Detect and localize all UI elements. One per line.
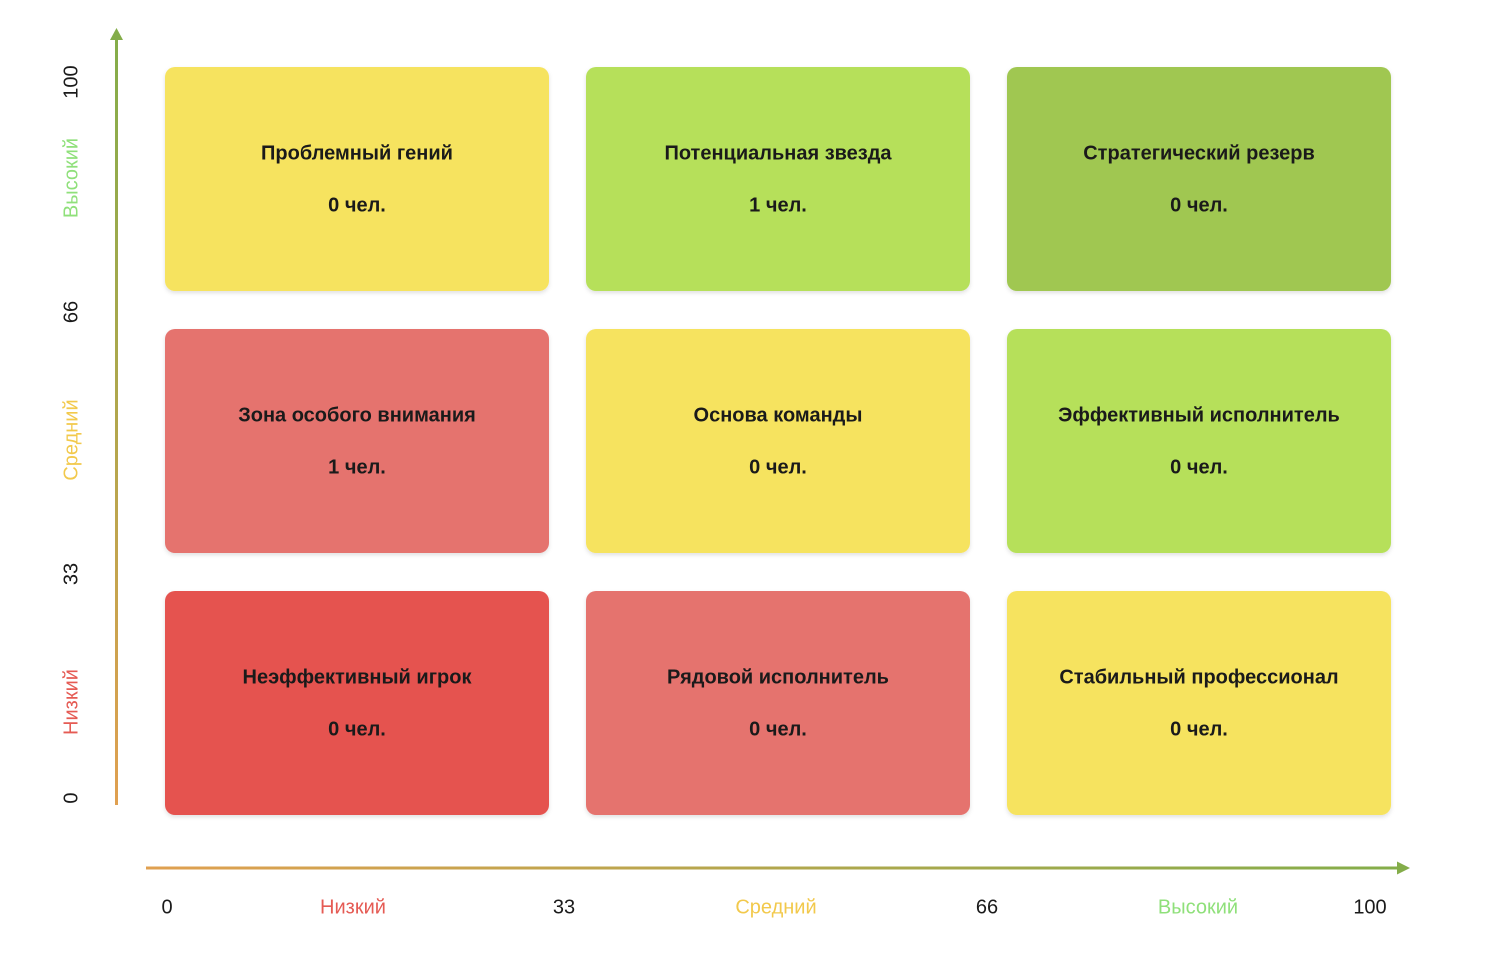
y-tick-label: 33: [60, 563, 82, 585]
cell-count: 1 чел.: [749, 194, 807, 216]
x-level-label: Низкий: [320, 896, 386, 918]
x-tick-label: 0: [161, 896, 172, 918]
cell-count: 0 чел.: [1170, 456, 1228, 478]
cell-title: Стратегический резерв: [1083, 142, 1315, 164]
cell-title: Зона особого внимания: [238, 404, 476, 426]
matrix-cell: [586, 329, 970, 553]
cell-count: 0 чел.: [328, 718, 386, 740]
x-tick-label: 100: [1353, 896, 1386, 918]
x-axis-line: [146, 866, 1398, 870]
matrix-cell: [165, 591, 549, 815]
x-tick-label: 33: [553, 896, 575, 918]
cell-title: Основа команды: [694, 404, 863, 426]
cell-count: 1 чел.: [328, 456, 386, 478]
cell-title: Стабильный профессионал: [1059, 666, 1338, 688]
matrix-cell: [165, 329, 549, 553]
cell-title: Потенциальная звезда: [664, 142, 892, 164]
matrix-cell: [1007, 591, 1391, 815]
y-level-label: Низкий: [60, 669, 82, 735]
x-tick-label: 66: [976, 896, 998, 918]
cell-count: 0 чел.: [328, 194, 386, 216]
cell-title: Эффективный исполнитель: [1058, 404, 1340, 426]
cell-count: 0 чел.: [749, 456, 807, 478]
x-axis-arrow: [1397, 861, 1410, 875]
x-level-label: Высокий: [1158, 896, 1238, 918]
y-level-label: Средний: [60, 399, 82, 480]
y-axis-arrow: [110, 28, 123, 40]
y-axis-line: [115, 38, 118, 805]
cell-title: Неэффективный игрок: [243, 666, 473, 688]
matrix-cell: [586, 591, 970, 815]
matrix-cell: [1007, 329, 1391, 553]
y-tick-label: 100: [60, 65, 82, 98]
y-tick-label: 66: [60, 301, 82, 323]
cell-title: Проблемный гений: [261, 142, 453, 164]
matrix-cell: [165, 67, 549, 291]
y-tick-label: 0: [60, 792, 82, 803]
matrix-cell: [586, 67, 970, 291]
matrix-cell: [1007, 67, 1391, 291]
x-level-label: Средний: [735, 896, 816, 918]
y-level-label: Высокий: [60, 138, 82, 218]
cell-count: 0 чел.: [1170, 194, 1228, 216]
cell-title: Рядовой исполнитель: [667, 666, 889, 688]
cell-count: 0 чел.: [1170, 718, 1228, 740]
cell-count: 0 чел.: [749, 718, 807, 740]
